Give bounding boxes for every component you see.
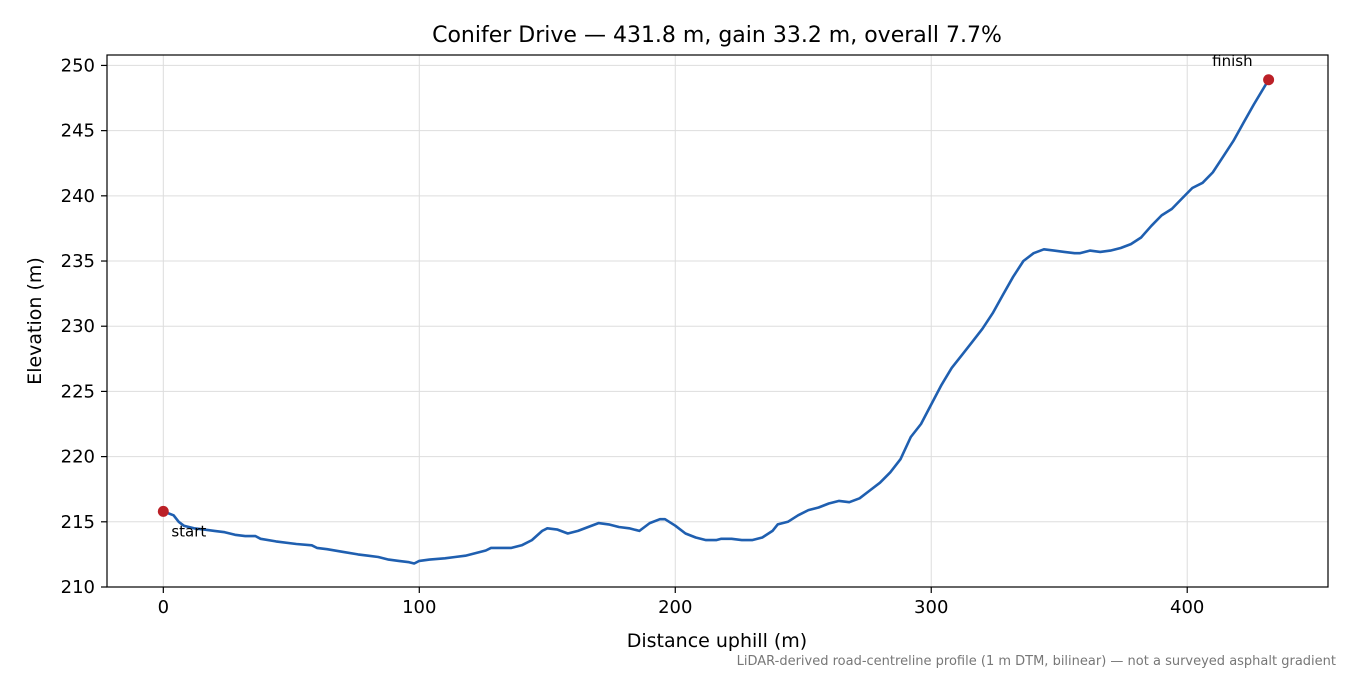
footnote: LiDAR-derived road-centreline profile (1…	[737, 654, 1336, 669]
plot-frame	[106, 54, 1329, 588]
finish-marker	[1263, 74, 1275, 86]
y-tick-label: 210	[61, 577, 95, 598]
y-axis-label: Elevation (m)	[24, 257, 46, 385]
ticks-layer: 0 100 200 300 400 210 215 220 225 230 235 240 245 250	[61, 55, 1205, 618]
x-tick-label: 100	[402, 597, 436, 618]
y-tick-label: 215	[61, 512, 95, 533]
x-tick-label: 200	[658, 597, 692, 618]
finish-annotation: finish	[1212, 52, 1252, 70]
elevation-line-layer	[162, 79, 1270, 565]
elevation-series-line	[162, 79, 1270, 565]
y-tick-label: 235	[61, 251, 95, 272]
start-annotation: start	[171, 522, 206, 540]
y-tick-label: 225	[61, 381, 95, 402]
chart-title: Conifer Drive — 431.8 m, gain 33.2 m, ov…	[432, 23, 1002, 48]
start-marker	[157, 505, 169, 517]
x-tick-label: 0	[158, 597, 169, 618]
y-tick-label: 240	[61, 186, 95, 207]
y-tick-label: 250	[61, 55, 95, 76]
y-tick-label: 245	[61, 121, 95, 142]
markers-layer: start finish	[157, 52, 1275, 540]
y-tick-label: 220	[61, 447, 95, 468]
x-tick-label: 400	[1170, 597, 1204, 618]
y-tick-label: 230	[61, 316, 95, 337]
gridlines	[107, 55, 1328, 588]
x-axis-label: Distance uphill (m)	[627, 630, 807, 652]
x-tick-label: 300	[914, 597, 948, 618]
